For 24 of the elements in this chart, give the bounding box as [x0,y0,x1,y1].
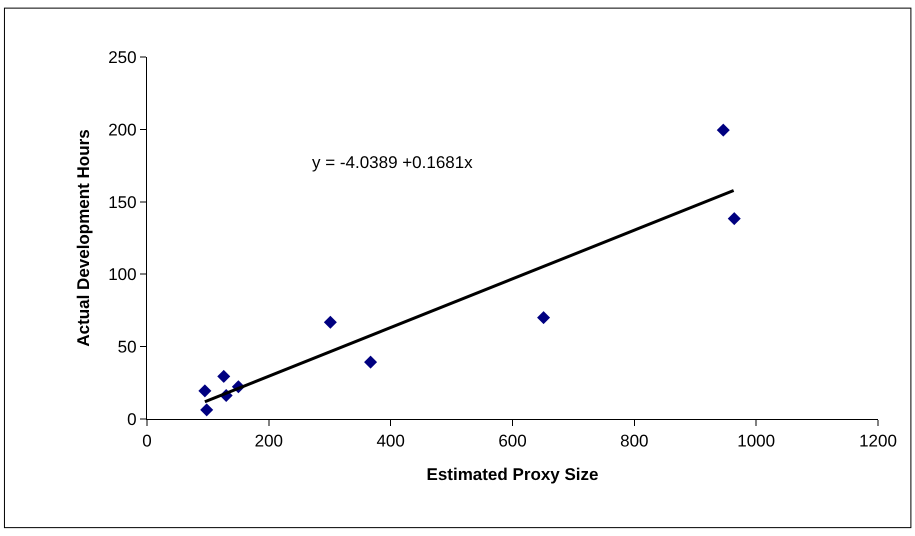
point [324,316,337,329]
point [537,311,550,324]
y-tick-label: 50 [118,338,137,357]
x-tick-label: 400 [376,431,405,450]
point [728,212,741,226]
x-tick-label: 1200 [859,431,897,450]
y-axis-title: Actual Development Hours [74,129,93,347]
y-tick-label: 250 [108,48,137,67]
x-axis-title: Estimated Proxy Size [426,464,598,484]
y-tick-label: 200 [108,120,137,140]
y-tick-label: 100 [108,265,137,284]
annotation: y = -4.0389 +0.1681x [312,153,474,172]
point [198,384,212,398]
x-tick-label: 800 [620,431,649,450]
y-tick-label: 150 [108,192,137,212]
x-tick-label: 0 [142,431,152,450]
x-tick-label: 200 [254,431,284,450]
x-tick-label: 1000 [737,431,776,450]
y-tick-label: 0 [127,410,137,429]
point [217,370,230,383]
point [200,403,214,416]
x-tick-label: 600 [498,431,527,450]
point [364,356,378,369]
point [716,124,730,137]
